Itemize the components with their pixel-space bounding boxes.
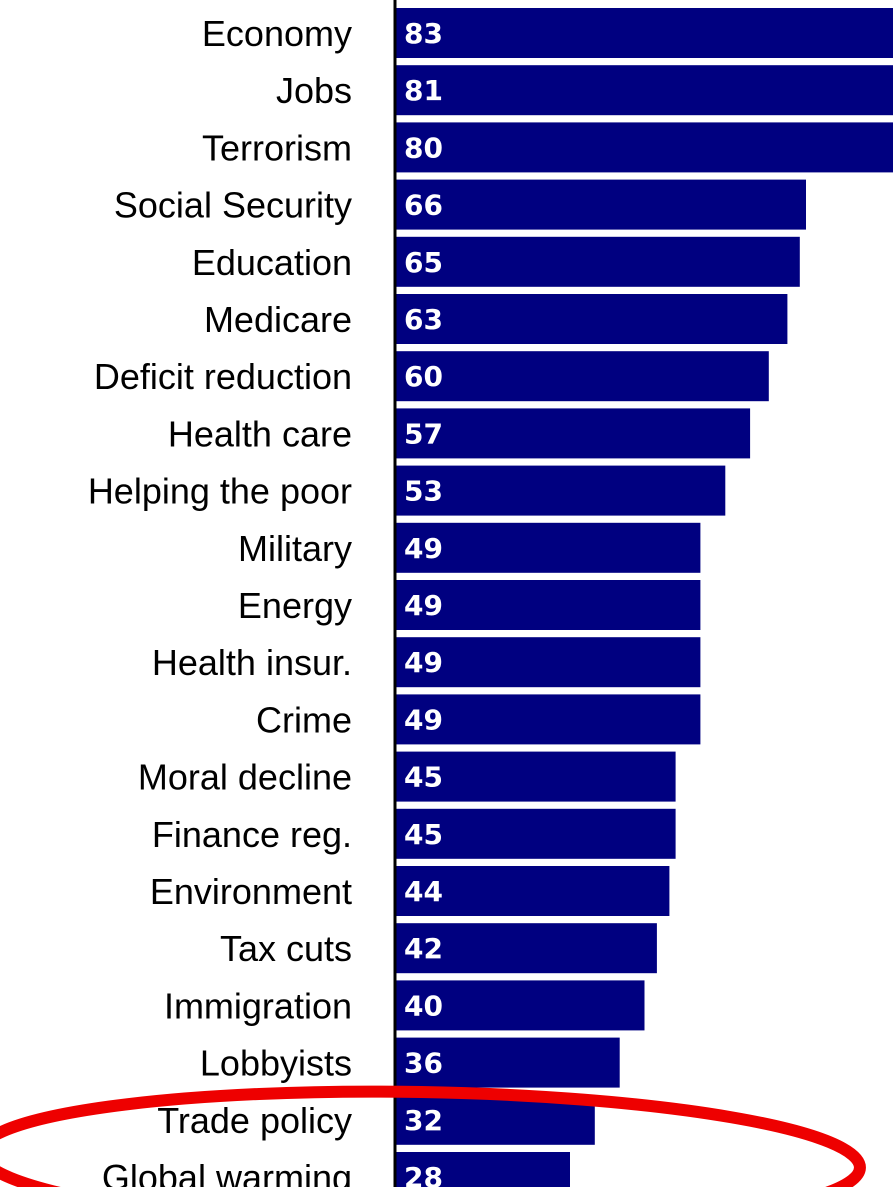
bar [396,408,751,459]
bar [396,694,701,745]
labels-layer: Economy Jobs Terrorism Social Security Educa… [88,13,352,1187]
bar [396,751,676,802]
bar [396,65,893,116]
bar-value-label: 49 [404,589,443,622]
bar [396,179,806,230]
category-label: Education [192,242,352,283]
bar-value-label: 49 [404,646,443,679]
category-label: Tax cuts [220,928,352,969]
annotation-layer [0,1085,866,1187]
bar [396,351,769,402]
bar [396,866,670,916]
bar-value-label: 49 [404,532,443,565]
category-label: Moral decline [138,757,352,798]
category-label: Terrorism [202,127,352,168]
category-label: Immigration [164,985,352,1026]
bar-value-label: 80 [404,131,443,164]
bar-value-label: 65 [404,246,443,279]
category-label: Jobs [276,70,352,111]
bar [396,808,676,859]
bar [396,1037,620,1088]
bar-value-label: 66 [404,189,443,222]
category-label: Crime [256,699,352,740]
bar [396,122,893,173]
bar-value-label: 40 [404,989,443,1022]
bar-value-label: 63 [404,303,443,336]
category-label: Environment [150,871,352,912]
category-label: Energy [238,585,352,626]
bar-value-label: 32 [404,1104,443,1137]
category-label: Social Security [114,185,352,226]
bar [396,522,701,573]
bar-value-label: 81 [404,74,443,107]
bar-value-label: 28 [404,1161,443,1187]
bar [396,1152,570,1187]
bar [396,465,726,516]
category-label: Health care [168,413,352,454]
category-label: Health insur. [152,642,352,683]
bar [396,580,701,630]
bar [396,294,788,344]
category-label: Global warming [102,1157,352,1187]
bars-layer: 83 81 80 66 65 63 60 57 53 49 49 49 49 45 45 44 42 40 36 32… [396,8,893,1187]
highlight-ellipse [0,1085,866,1187]
bar-value-label: 44 [404,875,443,908]
category-label: Military [238,528,352,569]
bar [396,637,701,688]
bar-value-label: 60 [404,360,443,393]
category-label: Helping the poor [88,471,352,512]
bar-value-label: 45 [404,818,443,851]
bar [396,236,800,287]
bar-value-label: 83 [404,17,443,50]
category-label: Economy [202,13,352,54]
category-label: Lobbyists [200,1043,352,1084]
bar [396,923,657,974]
category-label: Trade policy [157,1100,352,1141]
bar-value-label: 42 [404,932,443,965]
bar-value-label: 36 [404,1047,443,1080]
bar [396,8,893,58]
bar-value-label: 57 [404,417,443,450]
bar-value-label: 49 [404,703,443,736]
bar-value-label: 45 [404,761,443,794]
bar-value-label: 53 [404,475,443,508]
category-label: Medicare [204,299,352,340]
category-label: Deficit reduction [94,356,352,397]
category-label: Finance reg. [152,814,352,855]
bar [396,980,645,1031]
